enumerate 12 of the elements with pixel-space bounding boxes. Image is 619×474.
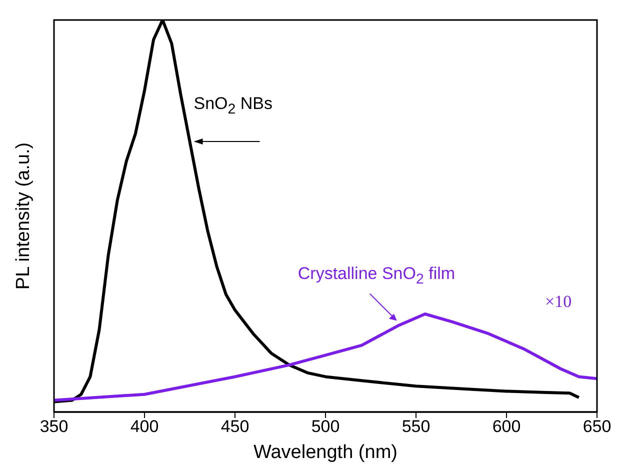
x-tick-label: 350 bbox=[40, 417, 68, 436]
x-tick-label: 500 bbox=[311, 417, 340, 436]
x-tick-label: 450 bbox=[220, 417, 250, 436]
x-axis-title: Wavelength (nm) bbox=[254, 442, 398, 464]
x-tick-label: 600 bbox=[492, 417, 521, 436]
series-label: SnO$_{2}$ NBs bbox=[194, 94, 272, 117]
y-axis-title: PL intensity (a.u.) bbox=[13, 142, 35, 290]
x-tick-label: 550 bbox=[402, 417, 430, 436]
annotation: ×10 bbox=[545, 292, 572, 312]
x-tick-label: 400 bbox=[130, 417, 159, 436]
x-tick-label: 650 bbox=[582, 417, 612, 436]
text: Crystalline SnO$_{2}$ film bbox=[298, 264, 456, 288]
